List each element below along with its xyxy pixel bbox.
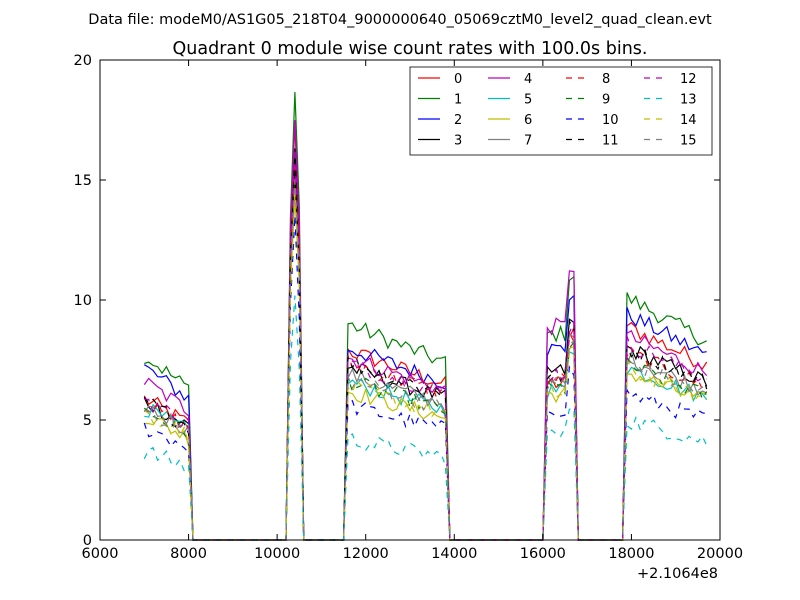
x-tick-label: 18000 <box>608 546 654 562</box>
x-tick-label: 16000 <box>520 546 566 562</box>
series-layer <box>143 91 708 541</box>
legend-label-11: 11 <box>602 134 619 149</box>
plot-area: 6000 8000 10000 12000 14000 16000 18000 20000 0 5… <box>74 53 744 562</box>
x-offset-label: +2.1064e8 <box>637 566 718 582</box>
series-line-15 <box>144 180 708 541</box>
series-line-4 <box>143 120 708 541</box>
series-line-14 <box>143 187 708 541</box>
legend-label-0: 0 <box>454 72 462 87</box>
y-tick-label: 0 <box>83 533 92 549</box>
figure-suptitle: Data file: modeM0/AS1G05_218T04_90000006… <box>88 12 712 28</box>
series-line-7 <box>143 182 707 541</box>
y-tick-label: 20 <box>74 53 92 69</box>
legend-label-12: 12 <box>680 72 697 87</box>
series-line-12 <box>144 149 707 541</box>
series-line-10 <box>143 215 707 541</box>
series-line-11 <box>143 168 708 541</box>
legend-label-15: 15 <box>680 134 697 149</box>
legend-label-13: 13 <box>680 93 697 108</box>
series-line-3 <box>143 148 708 541</box>
legend-label-9: 9 <box>602 93 610 108</box>
chart-title: Quadrant 0 module wise count rates with … <box>173 39 648 59</box>
legend-label-5: 5 <box>524 93 532 108</box>
series-line-6 <box>144 197 707 541</box>
y-tick-label: 15 <box>74 173 92 189</box>
series-line-5 <box>144 190 708 541</box>
x-tick-label: 14000 <box>431 546 477 562</box>
series-line-8 <box>144 166 707 541</box>
legend-label-1: 1 <box>454 93 462 108</box>
legend-frame <box>409 66 713 156</box>
legend-label-2: 2 <box>454 113 462 128</box>
series-line-0 <box>143 123 708 541</box>
legend-label-6: 6 <box>524 113 532 128</box>
x-tick-label: 12000 <box>343 546 389 562</box>
legend-label-10: 10 <box>602 113 619 128</box>
x-tick-label: 8000 <box>170 546 207 562</box>
legend-label-3: 3 <box>454 134 462 149</box>
y-tick-label: 10 <box>74 293 92 309</box>
y-tick-label: 5 <box>83 413 92 429</box>
x-tick-label: 10000 <box>254 546 300 562</box>
legend-label-7: 7 <box>524 134 532 149</box>
series-line-9 <box>143 175 708 541</box>
series-line-1 <box>144 91 707 541</box>
ticks-layer: 6000 8000 10000 12000 14000 16000 18000 20000 0 5… <box>74 53 744 562</box>
legend-label-14: 14 <box>680 113 697 128</box>
legend-label-4: 4 <box>524 72 532 87</box>
x-tick-label: 20000 <box>697 546 743 562</box>
x-tick-label: 6000 <box>82 546 119 562</box>
legend-label-8: 8 <box>602 72 610 87</box>
